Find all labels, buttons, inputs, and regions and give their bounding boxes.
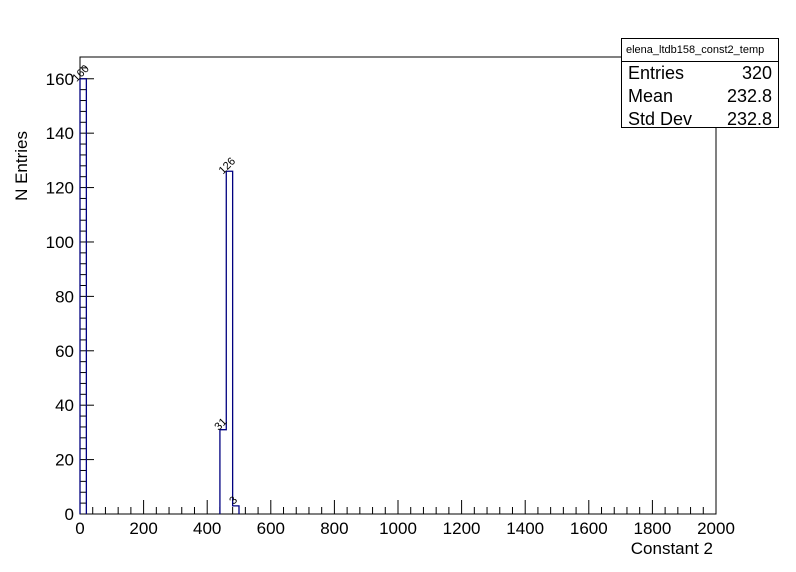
x-tick-label: 400: [193, 519, 221, 538]
x-tick-label: 200: [129, 519, 157, 538]
x-tick-label: 1800: [633, 519, 671, 538]
stats-value: 232.8: [726, 86, 772, 106]
x-tick-label: 1200: [443, 519, 481, 538]
x-tick-label: 600: [257, 519, 285, 538]
stats-label: Std Dev: [628, 109, 693, 129]
bin-value-label: 126: [217, 155, 238, 176]
y-axis-title: N Entries: [12, 131, 31, 201]
y-tick-label: 0: [65, 505, 74, 524]
y-tick-label: 160: [46, 70, 74, 89]
y-tick-label: 40: [55, 396, 74, 415]
stats-label: Mean: [628, 86, 674, 106]
y-tick-label: 120: [46, 179, 74, 198]
y-tick-label: 80: [55, 287, 74, 306]
x-tick-label: 1400: [506, 519, 544, 538]
stats-label: Entries: [628, 63, 685, 83]
x-tick-label: 800: [320, 519, 348, 538]
x-axis: 0 200 400 600 800 1000 1200 1400 1600 1800 2000: [75, 500, 735, 538]
stats-row-stddev: Std Dev 232.8: [622, 108, 778, 131]
stats-value: 232.8: [726, 109, 772, 129]
stats-row-mean: Mean 232.8: [622, 85, 778, 108]
x-axis-title: Constant 2: [631, 539, 713, 558]
x-tick-label: 1600: [570, 519, 608, 538]
bin-value-label: 31: [212, 416, 229, 433]
stats-title: elena_ltdb158_const2_temp: [622, 39, 778, 62]
x-tick-label: 2000: [697, 519, 735, 538]
histogram-line: [79, 78, 240, 514]
stats-row-entries: Entries 320: [622, 62, 778, 85]
x-tick-label: 1000: [379, 519, 417, 538]
stats-box: elena_ltdb158_const2_temp Entries 320 Me…: [621, 38, 779, 131]
y-tick-label: 60: [55, 342, 74, 361]
stats-value: 320: [741, 63, 772, 83]
x-tick-label: 0: [75, 519, 84, 538]
y-tick-label: 100: [46, 233, 74, 252]
y-tick-label: 140: [46, 124, 74, 143]
y-axis: 0 20 40 60 80 100 120 140 160: [46, 56, 94, 524]
y-tick-label: 20: [55, 451, 74, 470]
